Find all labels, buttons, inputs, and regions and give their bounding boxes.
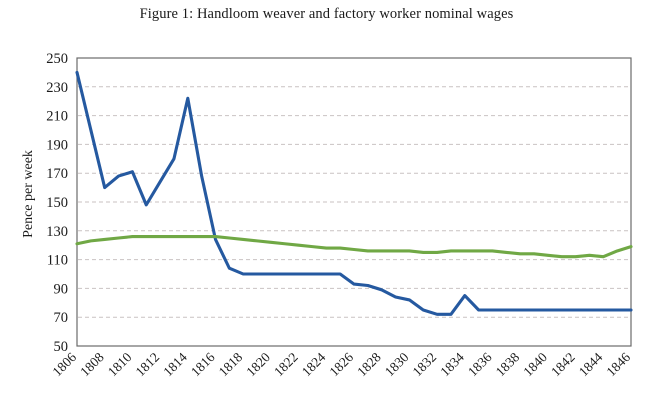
y-tick-labels-group: 50 70 90 110 130 150 170 190 210 230 250: [46, 51, 68, 355]
y-tick-label: 90: [54, 281, 69, 297]
y-tick-label: 210: [46, 109, 68, 125]
y-tick-label: 170: [46, 166, 68, 182]
x-tick-label: 1832: [410, 350, 440, 380]
y-tick-label: 250: [46, 51, 68, 67]
x-tick-label: 1830: [382, 349, 412, 379]
x-tick-labels-group: 1806180818101812181418161818182018221824…: [49, 349, 633, 379]
figure-title: Figure 1: Handloom weaver and factory wo…: [139, 6, 514, 22]
gridlines-group: [78, 57, 630, 318]
series-line-handloom-weaver: [75, 70, 633, 316]
x-tick-label: 1826: [326, 349, 356, 379]
series-group: [75, 70, 633, 316]
x-tick-label: 1840: [520, 349, 550, 379]
x-tick-label: 1838: [493, 349, 523, 379]
x-tick-label: 1820: [243, 349, 273, 379]
y-tick-label: 50: [54, 339, 69, 355]
x-tick-label: 1812: [133, 350, 163, 380]
x-tick-label: 1810: [105, 349, 135, 379]
y-tick-label: 190: [46, 137, 68, 153]
x-tick-label: 1846: [603, 349, 633, 379]
x-tick-label: 1842: [548, 350, 578, 380]
x-tick-label: 1822: [271, 350, 301, 380]
x-tick-label: 1836: [465, 349, 495, 379]
y-tick-label: 150: [46, 195, 68, 211]
x-tick-label: 1818: [216, 349, 246, 379]
x-tick-label: 1808: [77, 349, 107, 379]
y-tick-label: 130: [46, 224, 68, 240]
series-line-factory-worker: [75, 235, 633, 259]
y-tick-label: 230: [46, 80, 68, 96]
x-tick-label: 1814: [160, 349, 190, 379]
x-tick-label: 1844: [576, 349, 606, 379]
plot-area-border: [76, 57, 632, 347]
x-tick-label: 1816: [188, 349, 218, 379]
y-tick-label: 110: [47, 253, 68, 269]
x-tick-label: 1824: [299, 349, 329, 379]
x-tick-label: 1828: [354, 349, 384, 379]
x-tick-label: 1834: [437, 349, 467, 379]
y-tick-label: 70: [54, 310, 69, 326]
